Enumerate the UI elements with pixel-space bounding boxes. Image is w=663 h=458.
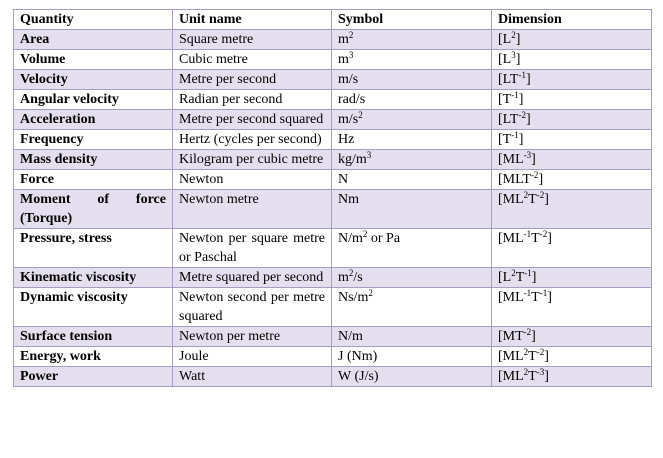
table-row: Acceleration Metre per second squared m/s2…: [13, 109, 652, 130]
table-row: Mass density Kilogram per cubic metre kg/m…: [13, 149, 652, 170]
unit-name-cell: Newton per metre: [172, 326, 332, 347]
unit-name-cell: Watt: [172, 366, 332, 387]
dimension-cell: [MLT-2]: [491, 169, 652, 190]
unit-name-cell: Newton: [172, 169, 332, 190]
dimension-cell: [L3]: [491, 49, 652, 70]
table-row: Angular velocity Radian per second rad/s [T…: [13, 89, 652, 110]
symbol-cell: N/m: [331, 326, 492, 347]
header-symbol: Symbol: [331, 9, 492, 30]
quantity-cell: Power: [13, 366, 173, 387]
symbol-cell: rad/s: [331, 89, 492, 110]
unit-name-cell: Newton metre: [172, 189, 332, 229]
unit-name-cell: Kilogram per cubic metre: [172, 149, 332, 170]
dimension-cell: [ML2T-2]: [491, 346, 652, 367]
quantity-cell: Energy, work: [13, 346, 173, 367]
table-row: Kinematic viscosity Metre squared per sec…: [13, 267, 652, 288]
dimension-cell: [ML2T-2]: [491, 189, 652, 229]
table-row: Moment of force (Torque) Newton metre Nm [M…: [13, 189, 652, 229]
dimension-cell: [ML-1T-1]: [491, 287, 652, 327]
unit-name-cell: Metre squared per second: [172, 267, 332, 288]
table-row: Energy, work Joule J (Nm) [ML2T-2]: [13, 346, 652, 367]
quantity-cell: Pressure, stress: [13, 228, 173, 268]
symbol-cell: m3: [331, 49, 492, 70]
table-row: Velocity Metre per second m/s [LT-1]: [13, 69, 652, 90]
symbol-cell: m/s2: [331, 109, 492, 130]
dimension-cell: [ML-1T-2]: [491, 228, 652, 268]
table-row: Power Watt W (J/s) [ML2T-3]: [13, 366, 652, 387]
table-body: Area Square metre m2 [L2] Volume Cubic metre m…: [13, 29, 652, 387]
unit-name-cell: Radian per second: [172, 89, 332, 110]
dimension-cell: [MT-2]: [491, 326, 652, 347]
table-row: Area Square metre m2 [L2]: [13, 29, 652, 50]
table-row: Pressure, stress Newton per square metre …: [13, 228, 652, 268]
symbol-cell: Hz: [331, 129, 492, 150]
symbol-cell: J (Nm): [331, 346, 492, 367]
table-row: Force Newton N [MLT-2]: [13, 169, 652, 190]
symbol-cell: Ns/m2: [331, 287, 492, 327]
dimension-cell: [T-1]: [491, 89, 652, 110]
dimension-cell: [L2]: [491, 29, 652, 50]
quantity-cell: Frequency: [13, 129, 173, 150]
quantity-cell: Force: [13, 169, 173, 190]
table-row: Dynamic viscosity Newton second per metre…: [13, 287, 652, 327]
dimension-cell: [ML-3]: [491, 149, 652, 170]
unit-name-cell: Metre per second squared: [172, 109, 332, 130]
quantity-cell: Surface tension: [13, 326, 173, 347]
quantity-cell: Mass density: [13, 149, 173, 170]
unit-name-cell: Hertz (cycles per second): [172, 129, 332, 150]
symbol-cell: m2: [331, 29, 492, 50]
unit-name-cell: Newton per square metre or Paschal: [172, 228, 332, 268]
header-unit-name: Unit name: [172, 9, 332, 30]
symbol-cell: N/m2 or Pa: [331, 228, 492, 268]
symbol-cell: W (J/s): [331, 366, 492, 387]
quantity-cell: Acceleration: [13, 109, 173, 130]
symbol-cell: N: [331, 169, 492, 190]
dimension-cell: [ML2T-3]: [491, 366, 652, 387]
symbol-cell: kg/m3: [331, 149, 492, 170]
unit-name-cell: Joule: [172, 346, 332, 367]
symbol-cell: m/s: [331, 69, 492, 90]
header-quantity: Quantity: [13, 9, 173, 30]
quantity-cell: Moment of force (Torque): [13, 189, 173, 229]
quantity-cell: Kinematic viscosity: [13, 267, 173, 288]
table-row: Volume Cubic metre m3 [L3]: [13, 49, 652, 70]
symbol-cell: m2/s: [331, 267, 492, 288]
unit-name-cell: Newton second per metre squared: [172, 287, 332, 327]
header-row: Quantity Unit name Symbol Dimension: [13, 9, 652, 30]
quantity-cell: Angular velocity: [13, 89, 173, 110]
dimension-cell: [LT-1]: [491, 69, 652, 90]
unit-name-cell: Square metre: [172, 29, 332, 50]
dimension-cell: [LT-2]: [491, 109, 652, 130]
symbol-cell: Nm: [331, 189, 492, 229]
quantity-cell: Dynamic viscosity: [13, 287, 173, 327]
quantity-cell: Volume: [13, 49, 173, 70]
quantity-cell: Velocity: [13, 69, 173, 90]
unit-name-cell: Metre per second: [172, 69, 332, 90]
table-row: Frequency Hertz (cycles per second) Hz [T-1…: [13, 129, 652, 150]
dimension-cell: [L2T-1]: [491, 267, 652, 288]
table-row: Surface tension Newton per metre N/m [MT-2]: [13, 326, 652, 347]
header-dimension: Dimension: [491, 9, 652, 30]
dimension-cell: [T-1]: [491, 129, 652, 150]
unit-name-cell: Cubic metre: [172, 49, 332, 70]
units-table: Quantity Unit name Symbol Dimension Area…: [13, 9, 652, 387]
quantity-cell: Area: [13, 29, 173, 50]
